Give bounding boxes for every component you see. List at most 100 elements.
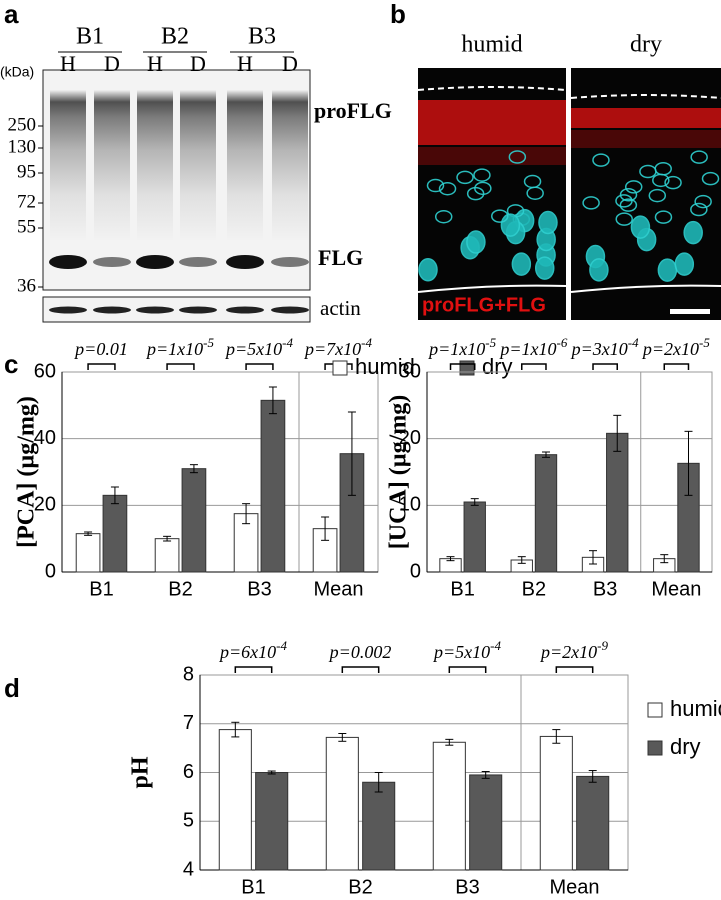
error-bar xyxy=(684,430,693,496)
p-value-text: p=6x10 xyxy=(218,642,276,662)
actin-band xyxy=(136,306,174,314)
error-bar xyxy=(552,729,561,744)
legend-label: dry xyxy=(482,354,513,379)
blot-smear xyxy=(137,90,173,240)
blot-band xyxy=(179,257,217,267)
error-bar xyxy=(347,411,356,496)
p-value-text: p=3x10 xyxy=(570,339,628,359)
panel-label: b xyxy=(390,0,406,29)
p-value-exponent: -6 xyxy=(557,335,568,350)
x-tick-label: B2 xyxy=(522,578,546,600)
lane-label: H xyxy=(60,51,76,76)
error-bar xyxy=(242,503,251,525)
nucleus xyxy=(615,194,633,208)
nucleus xyxy=(674,252,695,276)
p-value-text: p=1x10 xyxy=(498,339,556,359)
p-value: p=0.002 xyxy=(328,642,392,662)
blot-band xyxy=(93,257,131,267)
nucleus xyxy=(456,170,474,185)
condition-label: dry xyxy=(630,32,662,58)
nucleus xyxy=(654,162,672,176)
bar xyxy=(539,735,573,871)
error-bar xyxy=(445,738,454,746)
surface-line xyxy=(417,86,567,91)
actin-band xyxy=(271,306,309,314)
y-axis-title: [UCA] (µg/mg) xyxy=(386,395,412,549)
bracket xyxy=(521,363,547,370)
error-bar xyxy=(481,771,490,779)
error-bar xyxy=(268,386,277,415)
legend-label: humid xyxy=(355,354,415,379)
blot-band xyxy=(271,257,309,267)
nucleus xyxy=(582,196,600,210)
x-tick-label: Mean xyxy=(313,578,363,600)
p-value: p=1x10-5 xyxy=(145,335,214,359)
p-value: p=6x10-4 xyxy=(218,638,287,662)
x-tick-label: B3 xyxy=(247,578,271,600)
bar xyxy=(218,729,252,871)
x-tick-label: B2 xyxy=(348,876,372,898)
nucleus xyxy=(538,210,558,235)
error-bar xyxy=(374,772,383,793)
blot-smear xyxy=(272,90,308,240)
error-bar xyxy=(613,414,622,452)
marker-label: 130 xyxy=(8,136,37,157)
blot-smear xyxy=(94,90,130,240)
nucleus xyxy=(526,186,544,200)
lane-label: H xyxy=(147,51,163,76)
x-tick-label: B3 xyxy=(593,578,617,600)
p-value: p=5x10-4 xyxy=(432,638,501,662)
y-tick-label: 10 xyxy=(399,494,421,516)
nucleus xyxy=(466,230,486,254)
error-bar xyxy=(267,770,276,775)
basement-line xyxy=(417,284,567,293)
y-tick-label: 30 xyxy=(399,360,421,382)
bar xyxy=(75,533,101,573)
bar xyxy=(255,772,289,871)
y-tick-label: 40 xyxy=(34,427,56,449)
legend-label: humid xyxy=(670,696,721,721)
legend-swatch xyxy=(459,360,475,376)
nucleus xyxy=(434,209,453,224)
band-label: actin xyxy=(320,296,361,320)
blot-band xyxy=(136,255,174,269)
y-tick-label: 4 xyxy=(183,858,194,880)
nucleus xyxy=(474,181,492,196)
y-tick-label: 5 xyxy=(183,810,194,832)
p-value: p=0.01 xyxy=(73,339,128,359)
y-tick-label: 20 xyxy=(34,494,56,516)
nucleus xyxy=(619,198,638,212)
p-value: p=1x10-5 xyxy=(427,335,496,359)
bar xyxy=(260,399,286,573)
blot-smear xyxy=(180,90,216,240)
x-tick-label: Mean xyxy=(651,578,701,600)
p-value-text: p=1x10 xyxy=(427,339,485,359)
y-tick-label: 0 xyxy=(45,560,56,582)
legend-label: dry xyxy=(670,734,701,759)
error-bar xyxy=(588,770,597,783)
p-value-exponent: -4 xyxy=(282,335,293,350)
p-value: p=5x10-4 xyxy=(224,335,293,359)
x-tick-label: B1 xyxy=(450,578,474,600)
legend-swatch xyxy=(647,740,663,756)
unit-label: (kDa) xyxy=(0,64,34,80)
nucleus xyxy=(592,153,610,167)
group-label: B3 xyxy=(248,24,276,50)
bracket xyxy=(87,363,116,370)
legend-swatch xyxy=(332,360,348,376)
band-label: proFLG xyxy=(314,98,392,123)
blot-frame xyxy=(42,69,311,291)
p-value: p=2x10-5 xyxy=(641,335,710,359)
nucleus xyxy=(664,175,682,190)
bar xyxy=(463,501,486,573)
bar xyxy=(362,781,396,871)
error-bar xyxy=(163,535,172,542)
p-value-exponent: -5 xyxy=(485,335,496,350)
p-value-exponent: -4 xyxy=(490,638,501,653)
bar xyxy=(181,468,207,573)
bracket xyxy=(663,363,690,370)
lane-label: D xyxy=(282,51,298,76)
nucleus xyxy=(683,220,703,245)
nucleus xyxy=(511,252,532,276)
blot-band xyxy=(49,255,87,269)
